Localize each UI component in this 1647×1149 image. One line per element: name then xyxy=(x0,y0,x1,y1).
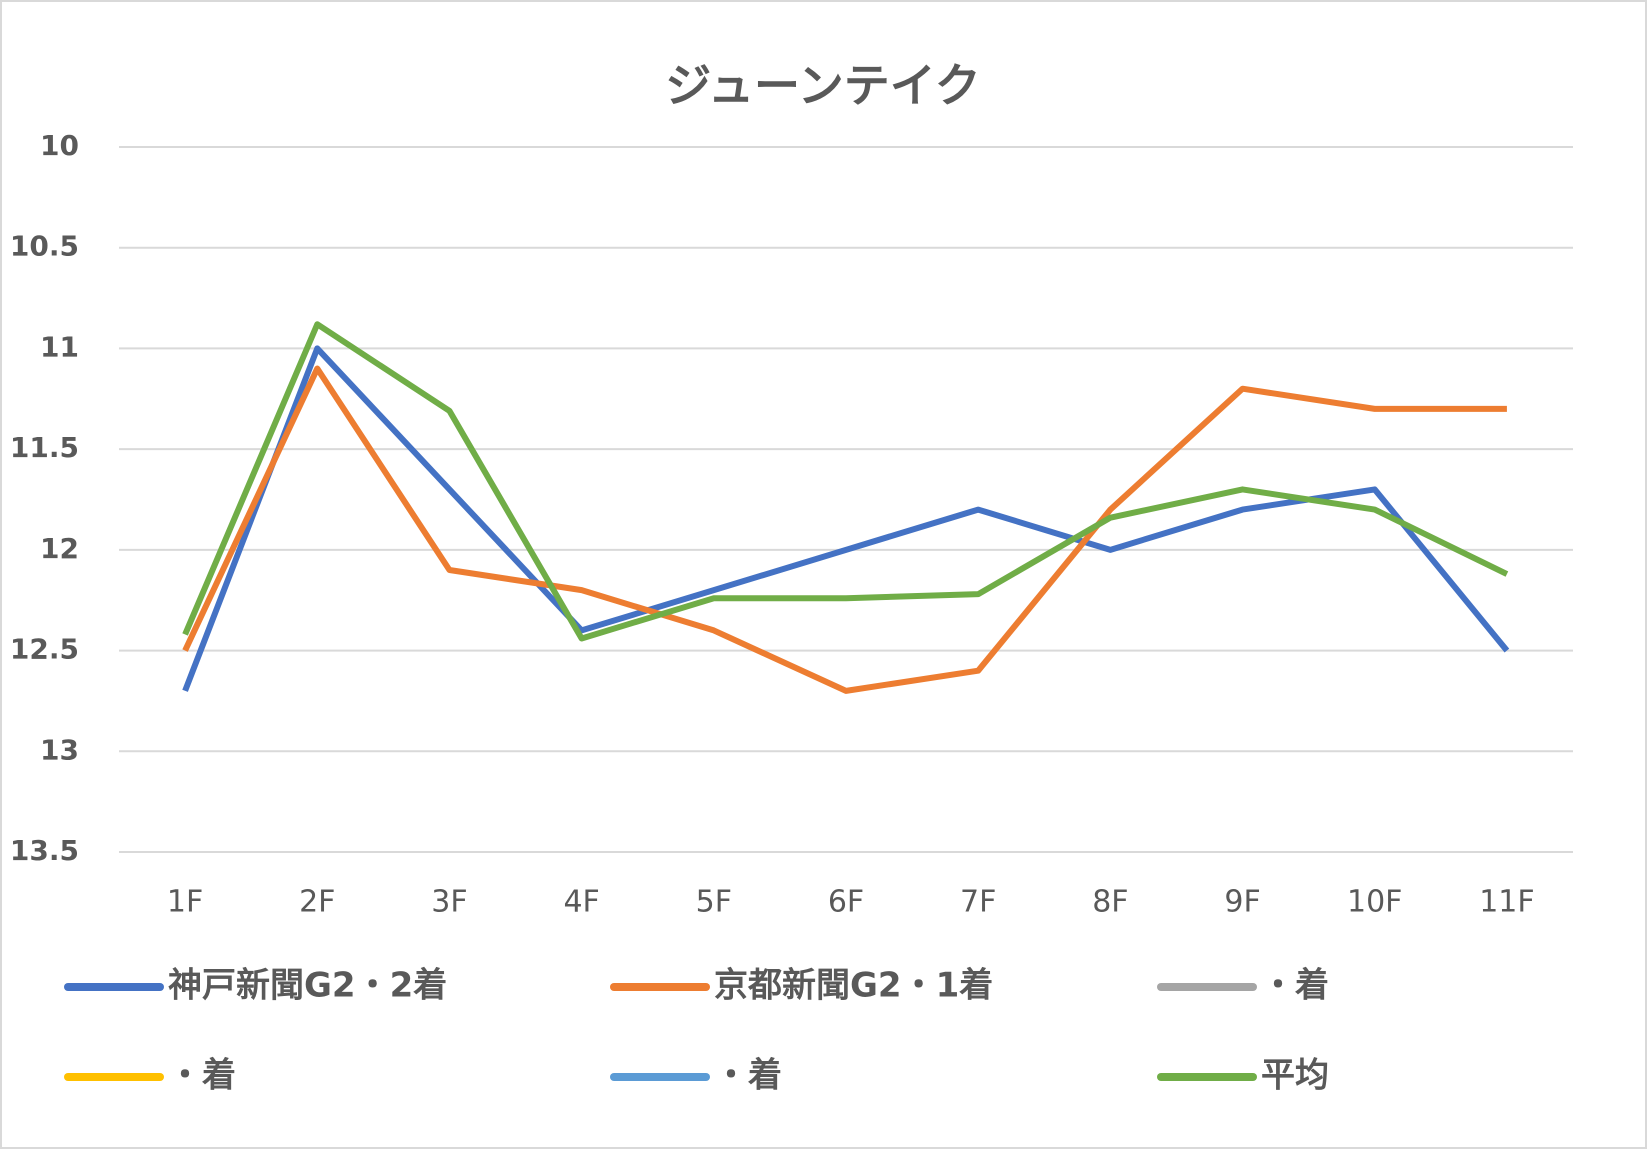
y-tick-label: 11 xyxy=(40,330,79,363)
y-tick-label: 11.5 xyxy=(10,431,79,464)
y-tick-label: 10.5 xyxy=(10,230,79,263)
legend-label: ・着 xyxy=(714,1056,782,1096)
x-tick-label: 2F xyxy=(299,885,335,920)
x-tick-label: 3F xyxy=(431,885,467,920)
x-tick-label: 9F xyxy=(1224,885,1260,920)
y-tick-label: 12 xyxy=(40,532,79,565)
y-tick-label: 12.5 xyxy=(10,633,79,666)
legend-label: ・着 xyxy=(168,1056,236,1096)
legend-label: 神戸新聞G2・2着 xyxy=(168,966,447,1006)
series-line xyxy=(182,321,1509,642)
x-tick-label: 10F xyxy=(1347,885,1402,920)
x-tick-label: 11F xyxy=(1479,885,1534,920)
x-tick-label: 8F xyxy=(1092,885,1128,920)
x-tick-label: 6F xyxy=(828,885,864,920)
x-tick-label: 5F xyxy=(696,885,732,920)
y-tick-label: 13 xyxy=(40,733,79,766)
y-tick-label: 13.5 xyxy=(10,834,79,867)
chart-title: ジューンテイク xyxy=(665,59,981,113)
series-line xyxy=(182,365,1507,694)
series-line xyxy=(182,345,1510,692)
legend-label: 京都新聞G2・1着 xyxy=(714,966,993,1006)
legend-label: ・着 xyxy=(1261,966,1329,1006)
x-tick-label: 4F xyxy=(563,885,599,920)
x-tick-label: 7F xyxy=(960,885,996,920)
y-tick-label: 10 xyxy=(40,129,79,162)
x-tick-label: 1F xyxy=(167,885,203,920)
legend-label: 平均 xyxy=(1261,1056,1329,1096)
